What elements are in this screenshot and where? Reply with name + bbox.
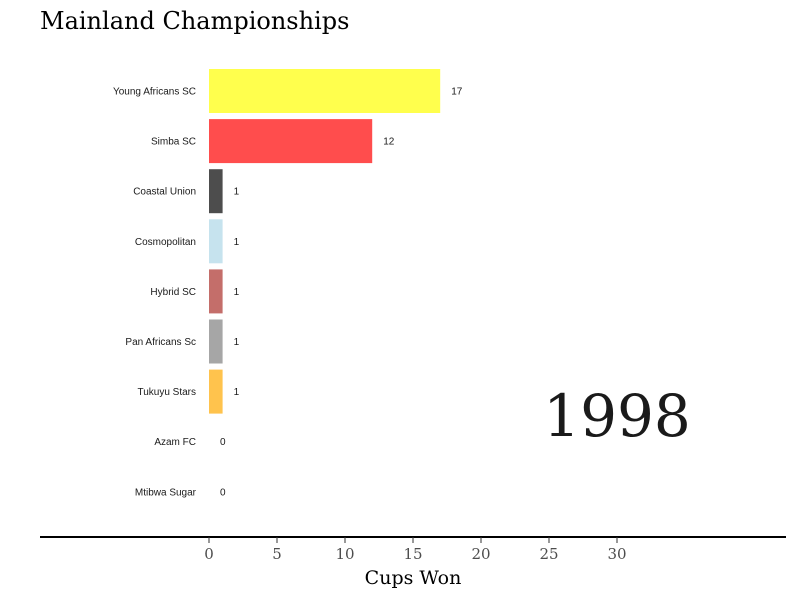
category-label-mtibwa-sugar: Mtibwa Sugar — [135, 487, 197, 498]
category-label-tukuyu-stars: Tukuyu Stars — [137, 387, 196, 398]
bar-young-africans-sc — [209, 69, 441, 113]
category-label-simba-sc: Simba SC — [151, 137, 196, 148]
value-label-azam-fc: 0 — [220, 437, 226, 448]
category-label-young-africans-sc: Young Africans SC — [113, 87, 196, 98]
category-labels: Young Africans SC Simba SC Coastal Union Co… — [113, 87, 197, 499]
bar-coastal-union — [209, 169, 223, 214]
category-label-azam-fc: Azam FC — [154, 437, 196, 448]
value-label-young-africans-sc: 17 — [451, 87, 463, 98]
bar-hybrid-sc — [209, 269, 223, 314]
x-tick-label-30: 30 — [607, 545, 626, 563]
value-label-simba-sc: 12 — [383, 137, 395, 148]
x-tick-label-0: 0 — [204, 545, 214, 563]
bar-cosmopolitan — [209, 219, 223, 264]
category-label-coastal-union: Coastal Union — [133, 187, 196, 198]
value-labels: 17 12 1 1 1 1 1 0 0 — [220, 87, 463, 499]
x-axis-title: Cups Won — [365, 567, 462, 589]
category-label-hybrid-sc: Hybrid SC — [150, 287, 196, 298]
bars-group — [209, 69, 441, 414]
x-tick-label-20: 20 — [471, 545, 490, 563]
value-label-pan-africans-sc: 1 — [234, 337, 240, 348]
x-axis-ticks: 0 5 10 15 20 25 30 — [204, 537, 627, 563]
year-label: 1998 — [543, 382, 691, 450]
x-tick-label-25: 25 — [539, 545, 558, 563]
value-label-mtibwa-sugar: 0 — [220, 487, 226, 498]
category-label-pan-africans-sc: Pan Africans Sc — [125, 337, 196, 348]
x-tick-label-10: 10 — [335, 545, 354, 563]
value-label-tukuyu-stars: 1 — [234, 387, 240, 398]
bar-pan-africans-sc — [209, 319, 223, 364]
x-tick-label-15: 15 — [403, 545, 422, 563]
value-label-coastal-union: 1 — [234, 187, 240, 198]
category-label-cosmopolitan: Cosmopolitan — [135, 237, 196, 248]
bar-simba-sc — [209, 119, 373, 164]
value-label-hybrid-sc: 1 — [234, 287, 240, 298]
value-label-cosmopolitan: 1 — [234, 237, 240, 248]
bar-tukuyu-stars — [209, 369, 223, 414]
x-tick-label-5: 5 — [272, 545, 282, 563]
chart-title: Mainland Championships — [40, 7, 349, 35]
